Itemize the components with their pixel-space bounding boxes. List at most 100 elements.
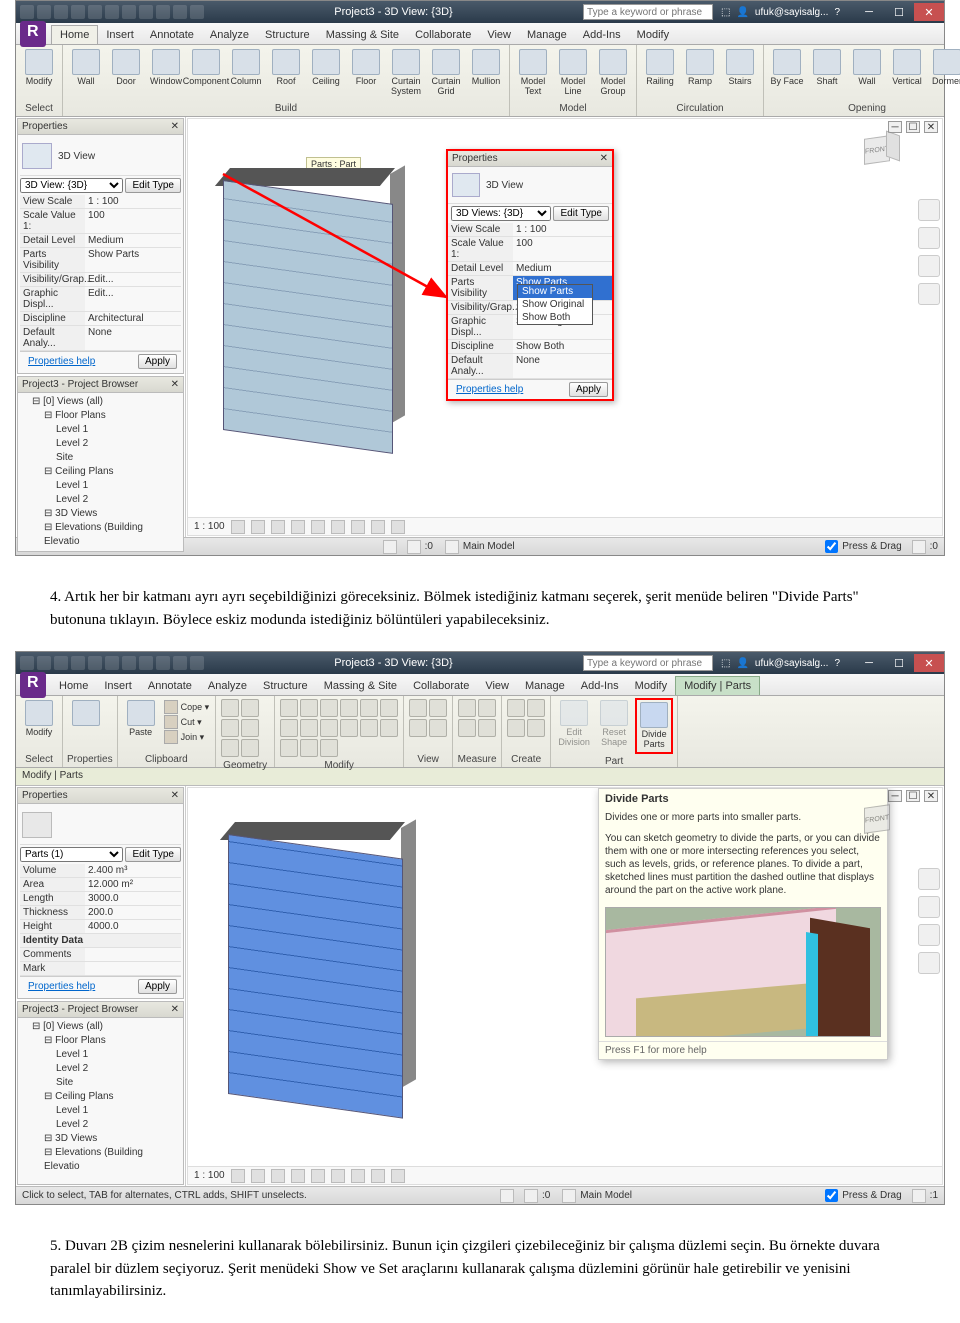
browser-tree-2[interactable]: ⊟ [0] Views (all)⊟ Floor PlansLevel 1Lev… xyxy=(18,1018,183,1176)
tab-ctx-parts[interactable]: Modify | Parts xyxy=(675,676,760,695)
user-area-2[interactable]: ⬚👤ufuk@sayisalg...? xyxy=(713,658,848,669)
ribbon-shaft-button[interactable]: Shaft xyxy=(808,47,846,89)
close-icon[interactable]: ✕ xyxy=(171,1004,179,1015)
user-area[interactable]: ⬚ 👤 ufuk@sayisalg... ? xyxy=(713,7,848,18)
tab-structure[interactable]: Structure xyxy=(257,26,318,44)
tab-home-2[interactable]: Home xyxy=(51,677,96,695)
view-cube[interactable]: FRONT xyxy=(856,129,902,175)
properties-help-link[interactable]: Properties help xyxy=(24,354,99,369)
quick-access-toolbar[interactable] xyxy=(20,5,204,19)
edit-type-button[interactable]: Edit Type xyxy=(125,178,181,193)
tab-insert[interactable]: Insert xyxy=(98,26,142,44)
main-model-label[interactable]: Main Model xyxy=(463,541,515,552)
search-input[interactable] xyxy=(583,4,713,20)
lock-icon[interactable] xyxy=(371,520,385,534)
tab-collaborate[interactable]: Collaborate xyxy=(407,26,479,44)
tab-analyze[interactable]: Analyze xyxy=(202,26,257,44)
edit-division-btn[interactable]: EditDivision xyxy=(555,698,593,750)
edit-type-2[interactable]: Edit Type xyxy=(125,847,181,862)
close-icon[interactable]: ✕ xyxy=(171,790,179,801)
crop2-icon[interactable] xyxy=(351,520,365,534)
tab-modify-2[interactable]: Modify xyxy=(627,677,675,695)
3d-canvas[interactable]: ─ ☐ ✕ Parts : Part Properties✕ xyxy=(187,118,943,536)
tab-view[interactable]: View xyxy=(479,26,519,44)
ribbon-door-button[interactable]: Door xyxy=(107,47,145,89)
qat-2[interactable] xyxy=(20,656,204,670)
viewcube-2[interactable]: FRONT xyxy=(856,798,902,844)
apply-2[interactable]: Apply xyxy=(138,979,177,994)
panel-close-icon[interactable]: ✕ xyxy=(171,379,179,390)
hide-icon[interactable] xyxy=(391,520,405,534)
tab-modify[interactable]: Modify xyxy=(629,26,677,44)
apply-button[interactable]: Apply xyxy=(138,354,177,369)
detail-icon[interactable] xyxy=(231,520,245,534)
filter-icon[interactable] xyxy=(912,540,926,554)
style-icon[interactable] xyxy=(251,520,265,534)
reset-shape-btn[interactable]: ResetShape xyxy=(595,698,633,750)
ribbon-modify-button[interactable]: Modify xyxy=(20,47,58,89)
shadow-icon[interactable] xyxy=(291,520,305,534)
ribbon-mullion-button[interactable]: Mullion xyxy=(467,47,505,89)
ribbon-stairs-button[interactable]: Stairs xyxy=(721,47,759,89)
close-button[interactable]: ✕ xyxy=(914,3,944,21)
press-drag-checkbox[interactable] xyxy=(825,540,838,553)
popup-apply-button[interactable]: Apply xyxy=(569,382,608,397)
wheel-icon[interactable] xyxy=(918,199,940,221)
popup-selector[interactable]: 3D Views: {3D} xyxy=(451,206,551,221)
model-icon[interactable] xyxy=(445,540,459,554)
popup-help-link[interactable]: Properties help xyxy=(452,382,527,397)
sun-icon[interactable] xyxy=(271,520,285,534)
ribbon-column-button[interactable]: Column xyxy=(227,47,265,89)
ribbon-wall-button[interactable]: Wall xyxy=(67,47,105,89)
ribbon-curtain-system-button[interactable]: Curtain System xyxy=(387,47,425,99)
zoom-icon[interactable] xyxy=(918,255,940,277)
tab-massing-2[interactable]: Massing & Site xyxy=(316,677,405,695)
tab-view-2[interactable]: View xyxy=(477,677,517,695)
design-option-icon[interactable] xyxy=(407,540,421,554)
ribbon-by-face-button[interactable]: By Face xyxy=(768,47,806,89)
ribbon-model-line-button[interactable]: Model Line xyxy=(554,47,592,99)
ribbon-ramp-button[interactable]: Ramp xyxy=(681,47,719,89)
ribbon-floor-button[interactable]: Floor xyxy=(347,47,385,89)
app-logo-2[interactable] xyxy=(20,672,46,698)
crop-icon[interactable] xyxy=(331,520,345,534)
tab-annotate[interactable]: Annotate xyxy=(142,26,202,44)
tab-addins[interactable]: Add-Ins xyxy=(575,26,629,44)
paste-btn[interactable]: Paste xyxy=(122,698,160,740)
help-link-2[interactable]: Properties help xyxy=(24,979,99,994)
mdi-max-icon[interactable]: ☐ xyxy=(906,121,920,133)
tab-manage-2[interactable]: Manage xyxy=(517,677,573,695)
modify-btn[interactable]: Modify xyxy=(20,698,58,740)
3d-canvas-2[interactable]: ─☐✕ Divide Parts Divides one or more par… xyxy=(187,787,943,1185)
tab-structure-2[interactable]: Structure xyxy=(255,677,316,695)
minimize-button[interactable]: ─ xyxy=(854,3,884,21)
props-btn[interactable] xyxy=(67,698,105,730)
tab-massing[interactable]: Massing & Site xyxy=(318,26,407,44)
ribbon-model-group-button[interactable]: Model Group xyxy=(594,47,632,99)
ribbon-railing-button[interactable]: Railing xyxy=(641,47,679,89)
max-button-2[interactable]: ☐ xyxy=(884,654,914,672)
popup-close-icon[interactable]: ✕ xyxy=(600,153,608,164)
render-icon[interactable] xyxy=(311,520,325,534)
maximize-button[interactable]: ☐ xyxy=(884,3,914,21)
divide-parts-btn[interactable]: Divide Parts xyxy=(635,698,673,754)
pan-icon[interactable] xyxy=(918,227,940,249)
app-logo-icon[interactable] xyxy=(20,21,46,47)
tab-home[interactable]: Home xyxy=(51,25,98,44)
infocenter-icon[interactable]: ⬚ xyxy=(721,7,730,18)
tab-analyze-2[interactable]: Analyze xyxy=(200,677,255,695)
orbit-icon[interactable] xyxy=(918,283,940,305)
tab-collab-2[interactable]: Collaborate xyxy=(405,677,477,695)
workset-icon[interactable] xyxy=(383,540,397,554)
ribbon-window-button[interactable]: Window xyxy=(147,47,185,89)
panel-close-icon[interactable]: ✕ xyxy=(171,121,179,132)
scale-2[interactable]: 1 : 100 xyxy=(194,1170,225,1181)
ribbon-roof-button[interactable]: Roof xyxy=(267,47,305,89)
ribbon-component-button[interactable]: Component xyxy=(187,47,225,89)
search-input-2[interactable] xyxy=(583,655,713,671)
press-drag-2[interactable] xyxy=(825,1189,838,1202)
ribbon-vertical-button[interactable]: Vertical xyxy=(888,47,926,89)
browser-tree[interactable]: ⊟ [0] Views (all)⊟ Floor PlansLevel 1Lev… xyxy=(18,393,183,551)
help-icon[interactable]: ? xyxy=(834,7,840,18)
scale-label[interactable]: 1 : 100 xyxy=(194,521,225,532)
